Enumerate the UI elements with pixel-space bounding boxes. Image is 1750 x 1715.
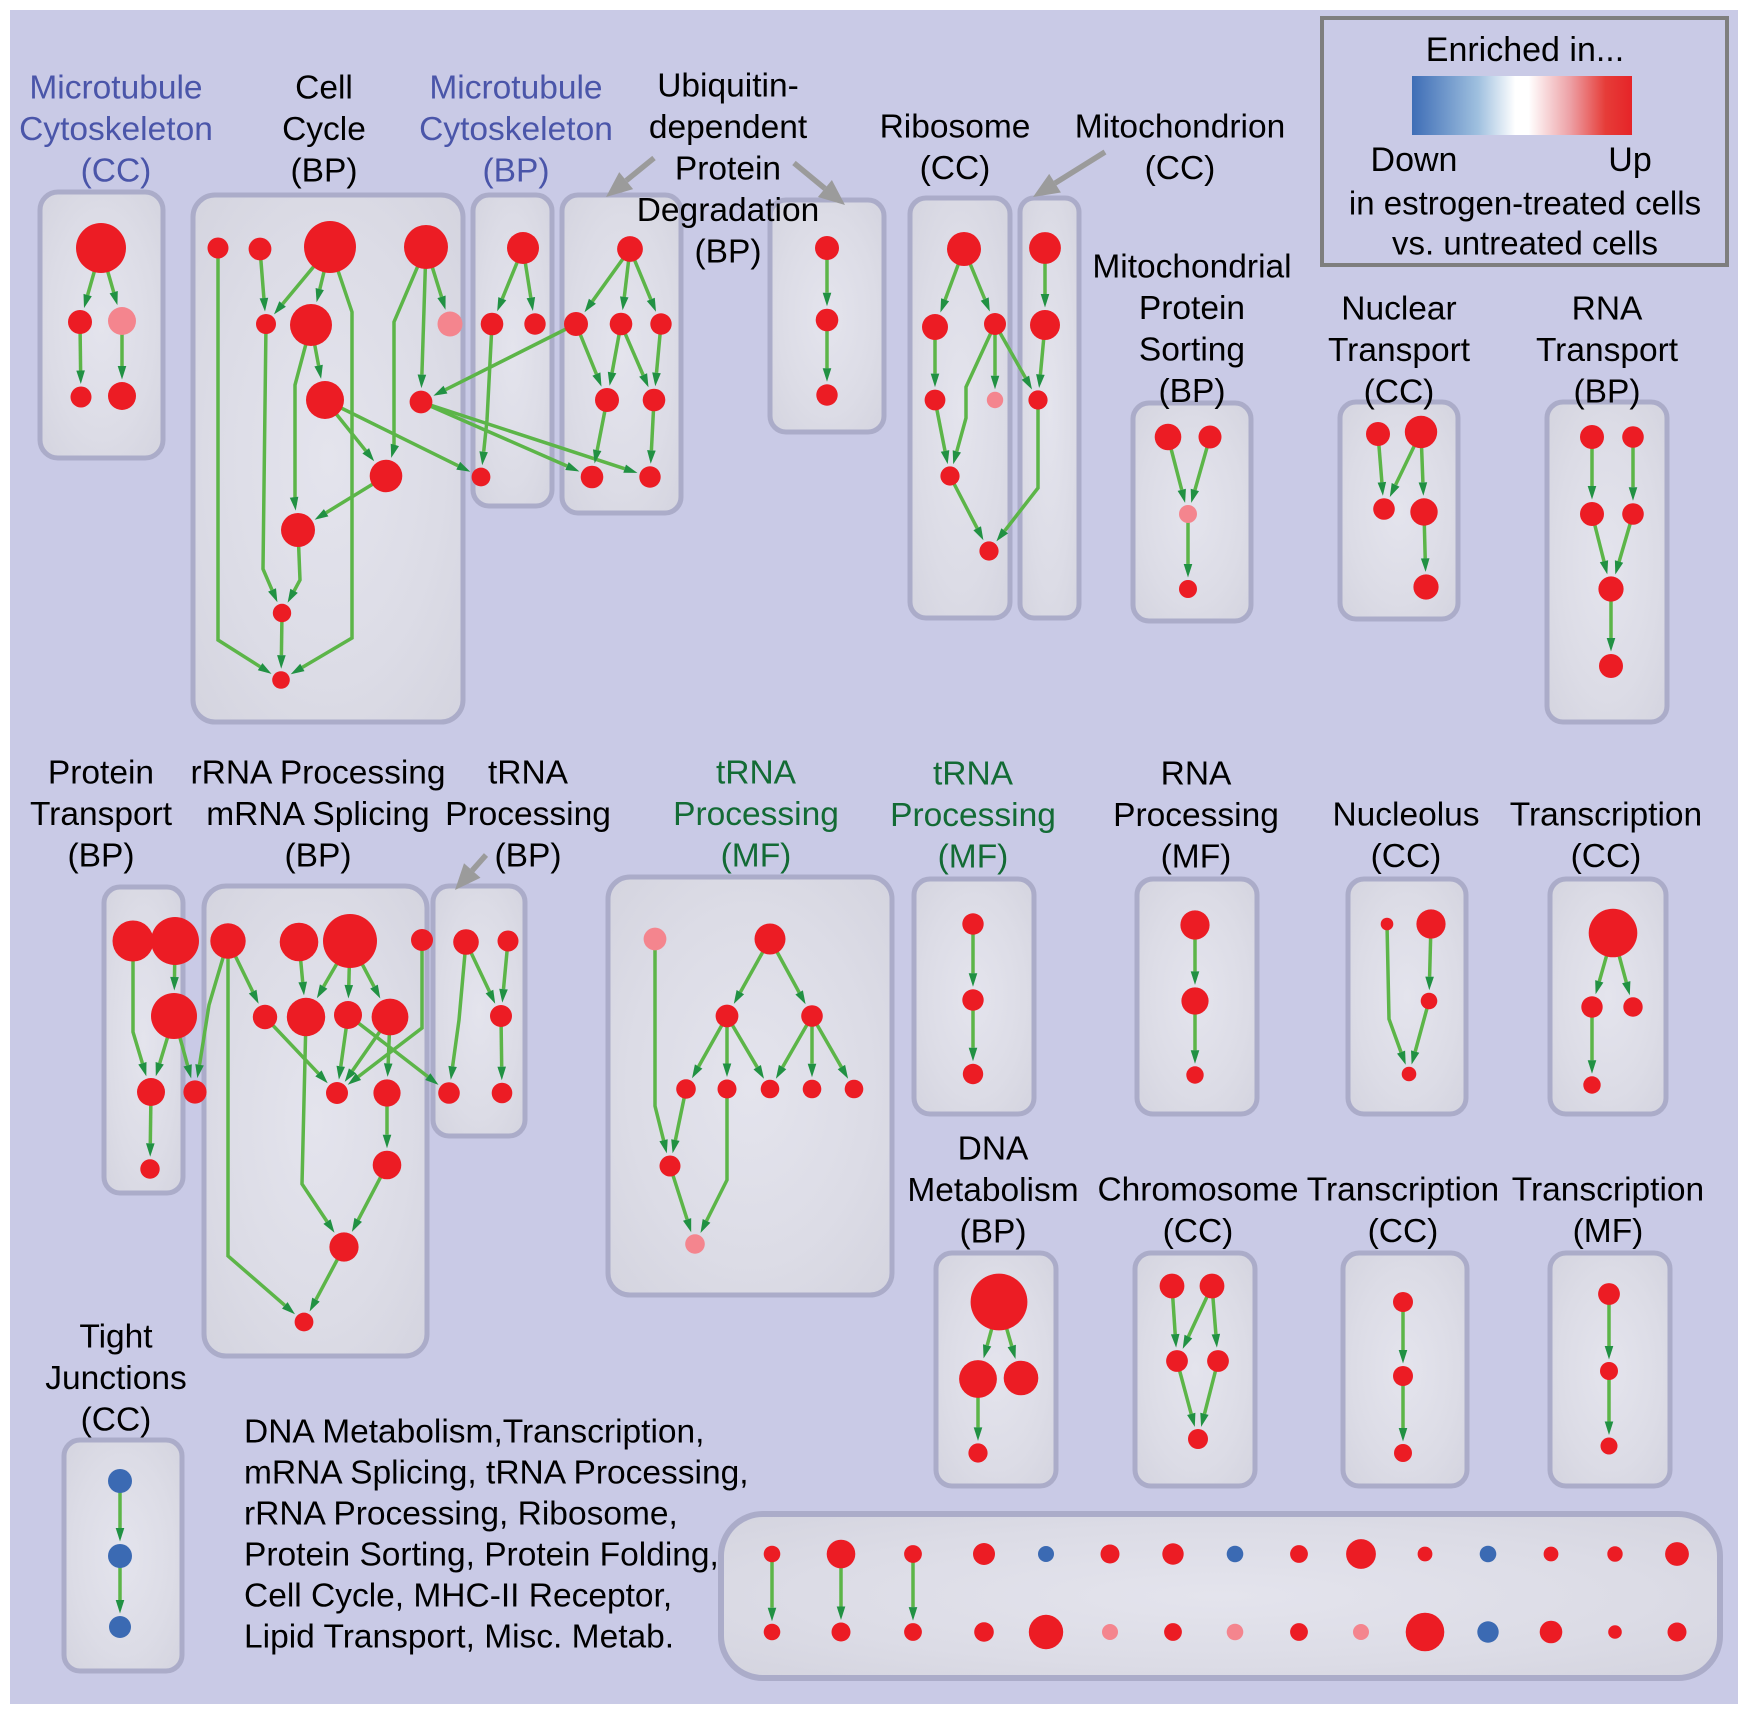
svg-text:Transcription: Transcription	[1510, 797, 1702, 834]
svg-text:Lipid Transport, Misc. Metab.: Lipid Transport, Misc. Metab.	[244, 1619, 674, 1656]
svg-text:(CC): (CC)	[920, 150, 991, 187]
svg-text:Cytoskeleton: Cytoskeleton	[19, 111, 213, 148]
svg-text:(BP): (BP)	[291, 153, 358, 190]
svg-text:Junctions: Junctions	[45, 1360, 187, 1397]
svg-text:Processing: Processing	[673, 796, 839, 833]
svg-text:Ribosome: Ribosome	[880, 109, 1031, 146]
svg-text:in estrogen-treated cells: in estrogen-treated cells	[1349, 185, 1701, 222]
svg-text:(BP): (BP)	[285, 838, 352, 875]
svg-text:Cytoskeleton: Cytoskeleton	[419, 111, 613, 148]
svg-text:Protein Sorting, Protein Foldi: Protein Sorting, Protein Folding,	[244, 1537, 719, 1574]
svg-text:Transport: Transport	[1536, 332, 1679, 369]
svg-text:rRNA Processing, Ribosome,: rRNA Processing, Ribosome,	[244, 1496, 678, 1533]
svg-text:(BP): (BP)	[1159, 373, 1226, 410]
svg-text:Metabolism: Metabolism	[907, 1172, 1078, 1209]
svg-text:tRNA: tRNA	[488, 755, 569, 792]
svg-text:Transport: Transport	[1328, 332, 1471, 369]
svg-text:RNA: RNA	[1161, 756, 1232, 793]
svg-text:Nuclear: Nuclear	[1341, 291, 1456, 328]
svg-text:(CC): (CC)	[1371, 838, 1442, 875]
svg-text:Nucleolus: Nucleolus	[1332, 797, 1479, 834]
svg-text:(CC): (CC)	[1571, 838, 1642, 875]
svg-text:tRNA: tRNA	[716, 755, 797, 792]
svg-text:Tight: Tight	[79, 1319, 153, 1356]
svg-text:Protein: Protein	[48, 755, 154, 792]
svg-text:(BP): (BP)	[1574, 374, 1641, 411]
svg-text:Enriched in...: Enriched in...	[1426, 31, 1624, 69]
svg-text:Cell Cycle, MHC-II Receptor,: Cell Cycle, MHC-II Receptor,	[244, 1578, 672, 1615]
svg-text:RNA: RNA	[1572, 291, 1643, 328]
svg-text:DNA Metabolism,Transcription,: DNA Metabolism,Transcription,	[244, 1414, 704, 1451]
svg-text:Transcription: Transcription	[1512, 1172, 1704, 1209]
svg-text:Processing: Processing	[445, 796, 611, 833]
svg-text:Down: Down	[1371, 141, 1458, 179]
svg-text:(MF): (MF)	[721, 838, 792, 875]
svg-text:(BP): (BP)	[695, 234, 762, 271]
svg-text:Microtubule: Microtubule	[429, 70, 602, 107]
svg-text:Mitochondrion: Mitochondrion	[1075, 109, 1285, 146]
svg-text:Transport: Transport	[30, 796, 173, 833]
svg-text:Protein: Protein	[675, 151, 781, 188]
svg-text:rRNA Processing: rRNA Processing	[190, 755, 445, 792]
svg-text:dependent: dependent	[649, 109, 808, 146]
svg-text:Up: Up	[1608, 141, 1651, 179]
svg-text:(BP): (BP)	[960, 1214, 1027, 1251]
svg-text:(CC): (CC)	[1364, 374, 1435, 411]
svg-text:Cell: Cell	[295, 70, 353, 107]
svg-text:(MF): (MF)	[938, 839, 1009, 876]
svg-text:Processing: Processing	[1113, 797, 1279, 834]
svg-text:mRNA Splicing: mRNA Splicing	[206, 796, 429, 833]
svg-text:(BP): (BP)	[495, 838, 562, 875]
svg-text:Protein: Protein	[1139, 290, 1245, 327]
svg-text:mRNA Splicing, tRNA Processing: mRNA Splicing, tRNA Processing,	[244, 1455, 749, 1492]
svg-text:Microtubule: Microtubule	[29, 70, 202, 107]
svg-text:(BP): (BP)	[483, 153, 550, 190]
svg-text:(BP): (BP)	[68, 838, 135, 875]
svg-text:Sorting: Sorting	[1139, 332, 1245, 369]
svg-text:Ubiquitin-: Ubiquitin-	[657, 68, 799, 105]
svg-text:DNA: DNA	[958, 1131, 1029, 1168]
svg-text:Cycle: Cycle	[282, 111, 366, 148]
svg-text:(CC): (CC)	[1368, 1213, 1439, 1250]
svg-text:(CC): (CC)	[81, 153, 152, 190]
svg-text:Transcription: Transcription	[1307, 1172, 1499, 1209]
svg-text:(MF): (MF)	[1573, 1213, 1644, 1250]
svg-text:(CC): (CC)	[1145, 150, 1216, 187]
svg-text:Processing: Processing	[890, 797, 1056, 834]
svg-text:Mitochondrial: Mitochondrial	[1092, 249, 1291, 286]
svg-text:Degradation: Degradation	[637, 192, 820, 229]
svg-text:vs. untreated cells: vs. untreated cells	[1392, 225, 1658, 262]
svg-text:(CC): (CC)	[81, 1402, 152, 1439]
svg-text:tRNA: tRNA	[933, 756, 1014, 793]
svg-text:(CC): (CC)	[1163, 1213, 1234, 1250]
svg-text:(MF): (MF)	[1161, 839, 1232, 876]
svg-text:Chromosome: Chromosome	[1097, 1172, 1298, 1209]
